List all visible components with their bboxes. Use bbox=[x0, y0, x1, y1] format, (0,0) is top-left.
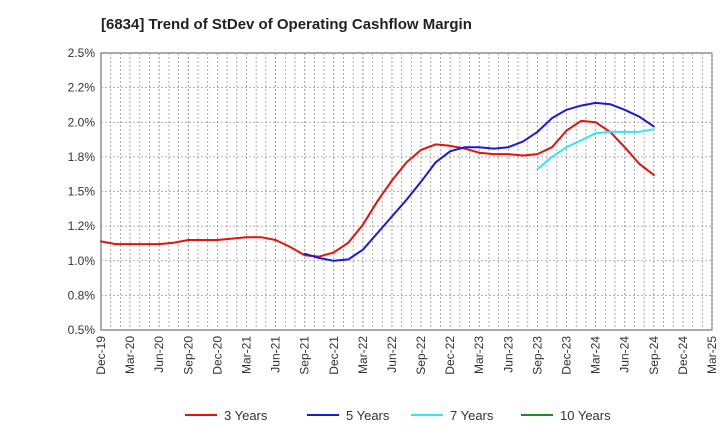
x-tick-label: Sep-21 bbox=[298, 336, 312, 375]
y-tick-label: 1.5% bbox=[68, 185, 96, 199]
x-tick-label: Jun-22 bbox=[385, 336, 399, 373]
y-tick-label: 0.5% bbox=[68, 323, 96, 337]
y-tick-label: 1.2% bbox=[68, 219, 96, 233]
x-tick-label: Dec-22 bbox=[443, 336, 457, 375]
x-tick-label: Dec-23 bbox=[560, 336, 574, 375]
x-tick-label: Sep-24 bbox=[647, 336, 661, 375]
y-tick-label: 1.0% bbox=[68, 254, 96, 268]
x-tick-label: Jun-21 bbox=[269, 336, 283, 373]
legend-label: 3 Years bbox=[224, 408, 268, 423]
y-tick-label: 0.8% bbox=[68, 288, 96, 302]
x-tick-label: Mar-20 bbox=[123, 336, 137, 374]
plot-area: 0.5% 0.8% 1.0% 1.2% 1.5% 1.8% 2.0% 2.2% 2.5% Dec-… bbox=[68, 46, 719, 375]
y-tick-label: 2.0% bbox=[68, 115, 96, 129]
series-line-3-years bbox=[100, 119, 655, 258]
x-tick-label: Mar-22 bbox=[356, 336, 370, 374]
x-tick-label: Sep-22 bbox=[414, 336, 428, 375]
x-tick-label: Dec-21 bbox=[327, 336, 341, 375]
x-tick-label: Dec-19 bbox=[94, 336, 108, 375]
x-tick-label: Mar-23 bbox=[472, 336, 486, 374]
chart-legend: 3 Years 5 Years 7 Years 10 Years bbox=[185, 408, 611, 423]
series-line-5-years bbox=[303, 101, 655, 262]
series-line-7-years bbox=[536, 128, 655, 171]
x-tick-label: Sep-20 bbox=[181, 336, 195, 375]
x-tick-label: Jun-24 bbox=[618, 336, 632, 373]
legend-label: 7 Years bbox=[450, 408, 494, 423]
x-tick-label: Mar-25 bbox=[705, 336, 719, 374]
x-tick-label: Mar-21 bbox=[239, 336, 253, 374]
x-tick-label: Dec-20 bbox=[210, 336, 224, 375]
x-tick-label: Dec-24 bbox=[676, 336, 690, 375]
y-tick-label: 1.8% bbox=[68, 150, 96, 164]
legend-label: 5 Years bbox=[346, 408, 390, 423]
legend-label: 10 Years bbox=[560, 408, 611, 423]
x-tick-label: Sep-23 bbox=[530, 336, 544, 375]
x-tick-label: Jun-23 bbox=[501, 336, 515, 373]
y-tick-label: 2.5% bbox=[68, 46, 96, 60]
chart-title: [6834] Trend of StDev of Operating Cashf… bbox=[101, 16, 472, 33]
y-tick-label: 2.2% bbox=[68, 81, 96, 95]
x-tick-label: Jun-20 bbox=[152, 336, 166, 373]
x-tick-label: Mar-24 bbox=[589, 336, 603, 374]
